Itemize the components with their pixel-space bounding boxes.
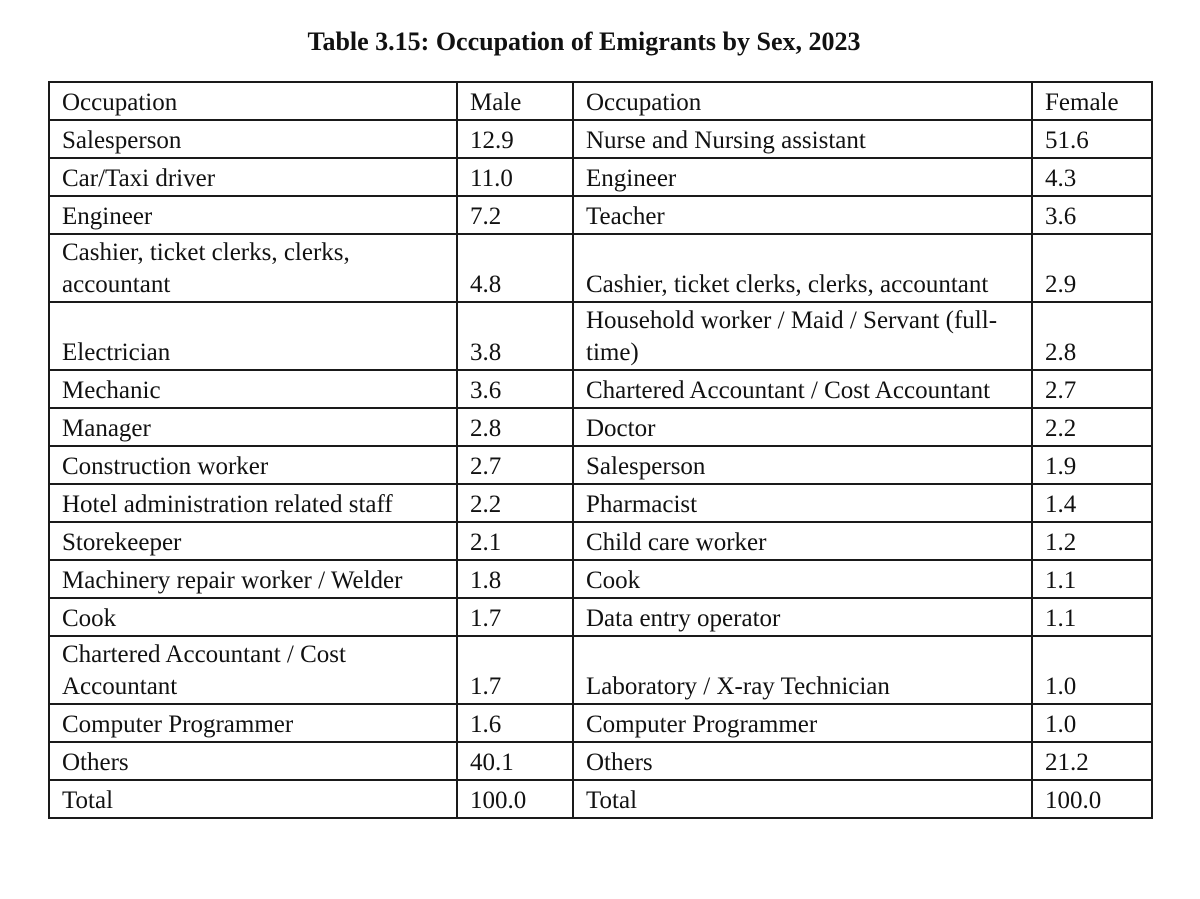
table-row: Mechanic 3.6 Chartered Accountant / Cost A… [48, 369, 1153, 409]
table-row: Cook 1.7 Data entry operator 1.1 [48, 597, 1153, 637]
table-row: Machinery repair worker / Welder 1.8 Cook 1… [48, 559, 1153, 599]
female-occupation-cell: Teacher [572, 195, 1033, 235]
table-row: Car/Taxi driver 11.0 Engineer 4.3 [48, 157, 1153, 197]
male-value-cell: 3.6 [456, 369, 574, 409]
female-value-cell: 1.1 [1031, 597, 1153, 637]
female-value-cell: 1.0 [1031, 635, 1153, 705]
male-value-cell: 40.1 [456, 741, 574, 781]
occupation-table: Occupation Male Occupation Female Salesp… [48, 81, 1153, 819]
male-occupation-cell: Cook [48, 597, 458, 637]
table-row: Manager 2.8 Doctor 2.2 [48, 407, 1153, 447]
male-value-cell: 2.7 [456, 445, 574, 485]
male-value-cell: 100.0 [456, 779, 574, 819]
male-value-cell: 12.9 [456, 119, 574, 159]
female-value-cell: 1.4 [1031, 483, 1153, 523]
female-occupation-cell: Others [572, 741, 1033, 781]
male-occupation-cell: Total [48, 779, 458, 819]
header-row: Occupation Male Occupation Female [48, 81, 1153, 121]
female-occupation-cell: Nurse and Nursing assistant [572, 119, 1033, 159]
female-value-cell: 21.2 [1031, 741, 1153, 781]
female-value-cell: 2.9 [1031, 233, 1153, 303]
header-female: Female [1031, 81, 1153, 121]
male-occupation-cell: Construction worker [48, 445, 458, 485]
male-occupation-cell: Manager [48, 407, 458, 447]
female-occupation-cell: Data entry operator [572, 597, 1033, 637]
male-occupation-cell: Engineer [48, 195, 458, 235]
female-value-cell: 3.6 [1031, 195, 1153, 235]
male-value-cell: 7.2 [456, 195, 574, 235]
male-value-cell: 1.7 [456, 635, 574, 705]
male-occupation-cell: Cashier, ticket clerks, clerks, accounta… [48, 233, 458, 303]
female-occupation-cell: Laboratory / X-ray Technician [572, 635, 1033, 705]
table-row: Cashier, ticket clerks, clerks, accounta… [48, 233, 1153, 303]
male-occupation-cell: Mechanic [48, 369, 458, 409]
female-occupation-cell: Computer Programmer [572, 703, 1033, 743]
table-row: Hotel administration related staff 2.2 Pha… [48, 483, 1153, 523]
table-row: Computer Programmer 1.6 Computer Programme… [48, 703, 1153, 743]
table-row: Storekeeper 2.1 Child care worker 1.2 [48, 521, 1153, 561]
male-value-cell: 2.2 [456, 483, 574, 523]
male-value-cell: 1.6 [456, 703, 574, 743]
male-occupation-cell: Computer Programmer [48, 703, 458, 743]
table-row: Electrician 3.8 Household worker / Maid / … [48, 301, 1153, 371]
female-occupation-cell: Household worker / Maid / Servant (full-… [572, 301, 1033, 371]
female-value-cell: 1.0 [1031, 703, 1153, 743]
male-occupation-cell: Salesperson [48, 119, 458, 159]
header-occupation-male: Occupation [48, 81, 458, 121]
table-row: Others 40.1 Others 21.2 [48, 741, 1153, 781]
table-body: Salesperson 12.9 Nurse and Nursing assista… [48, 119, 1153, 819]
female-occupation-cell: Chartered Accountant / Cost Accountant [572, 369, 1033, 409]
female-value-cell: 1.2 [1031, 521, 1153, 561]
female-occupation-cell: Engineer [572, 157, 1033, 197]
male-value-cell: 4.8 [456, 233, 574, 303]
female-value-cell: 51.6 [1031, 119, 1153, 159]
female-occupation-cell: Doctor [572, 407, 1033, 447]
male-value-cell: 1.7 [456, 597, 574, 637]
male-occupation-cell: Hotel administration related staff [48, 483, 458, 523]
male-occupation-cell: Car/Taxi driver [48, 157, 458, 197]
female-occupation-cell: Child care worker [572, 521, 1033, 561]
male-value-cell: 2.1 [456, 521, 574, 561]
female-value-cell: 1.9 [1031, 445, 1153, 485]
female-occupation-cell: Total [572, 779, 1033, 819]
female-value-cell: 1.1 [1031, 559, 1153, 599]
table-title: Table 3.15: Occupation of Emigrants by S… [307, 27, 861, 56]
male-value-cell: 3.8 [456, 301, 574, 371]
female-value-cell: 2.7 [1031, 369, 1153, 409]
table-row: Chartered Accountant / Cost Accountant 1.… [48, 635, 1153, 705]
table-row: Construction worker 2.7 Salesperson 1.9 [48, 445, 1153, 485]
header-occupation-female: Occupation [572, 81, 1033, 121]
female-value-cell: 100.0 [1031, 779, 1153, 819]
male-occupation-cell: Others [48, 741, 458, 781]
female-value-cell: 2.2 [1031, 407, 1153, 447]
male-occupation-cell: Machinery repair worker / Welder [48, 559, 458, 599]
male-occupation-cell: Electrician [48, 301, 458, 371]
table-row: Engineer 7.2 Teacher 3.6 [48, 195, 1153, 235]
male-occupation-cell: Storekeeper [48, 521, 458, 561]
female-occupation-cell: Pharmacist [572, 483, 1033, 523]
male-value-cell: 1.8 [456, 559, 574, 599]
female-occupation-cell: Salesperson [572, 445, 1033, 485]
female-value-cell: 4.3 [1031, 157, 1153, 197]
male-value-cell: 11.0 [456, 157, 574, 197]
table-row: Salesperson 12.9 Nurse and Nursing assista… [48, 119, 1153, 159]
female-value-cell: 2.8 [1031, 301, 1153, 371]
male-occupation-cell: Chartered Accountant / Cost Accountant [48, 635, 458, 705]
table-row: Total 100.0 Total 100.0 [48, 779, 1153, 819]
male-value-cell: 2.8 [456, 407, 574, 447]
female-occupation-cell: Cook [572, 559, 1033, 599]
header-male: Male [456, 81, 574, 121]
female-occupation-cell: Cashier, ticket clerks, clerks, accounta… [572, 233, 1033, 303]
